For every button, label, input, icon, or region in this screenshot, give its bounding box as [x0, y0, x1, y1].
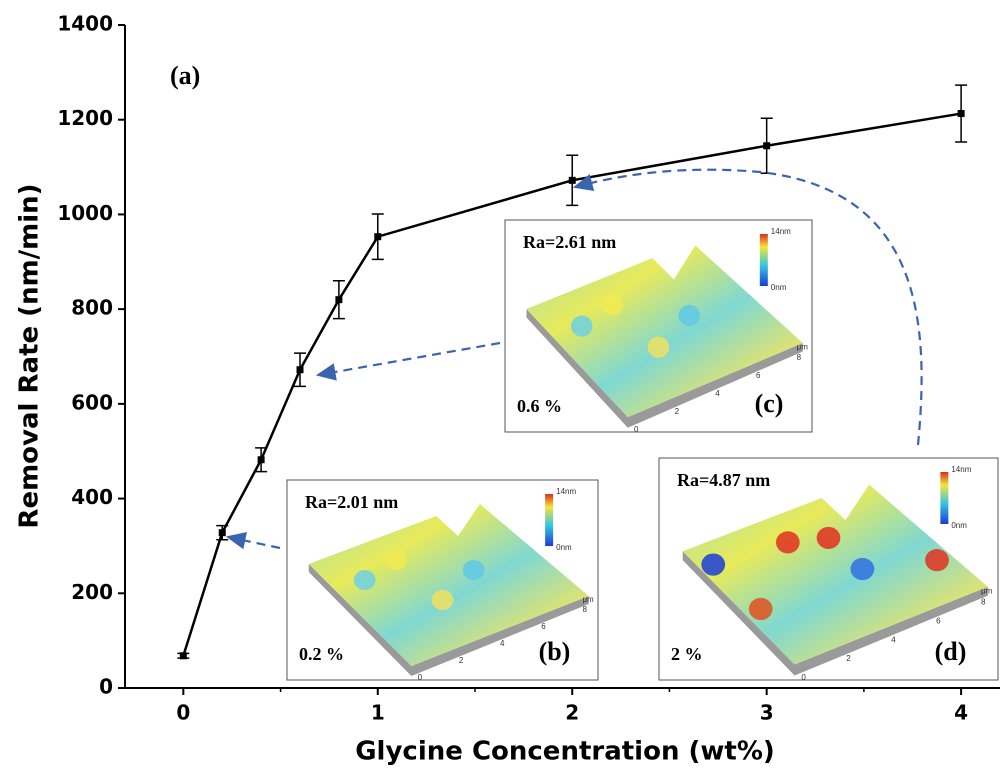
data-point — [258, 456, 265, 463]
data-point — [219, 529, 226, 536]
inset-unit: μm — [981, 586, 993, 595]
data-point — [569, 177, 576, 184]
surface-feature — [776, 531, 800, 553]
colorbar — [760, 234, 768, 286]
panel-label: (d) — [935, 637, 967, 666]
surface-feature — [851, 558, 875, 580]
roughness: Ra=2.61 nm — [523, 232, 616, 252]
y-tick-label: 200 — [71, 580, 113, 604]
x-tick-label: 1 — [371, 701, 385, 725]
surface-feature — [648, 337, 669, 358]
colorbar — [940, 472, 948, 524]
concentration: 2 % — [671, 644, 703, 664]
inset-tick: 6 — [936, 616, 941, 625]
surface-feature — [701, 553, 725, 575]
inset-tick: 4 — [891, 635, 896, 644]
arrow — [228, 537, 280, 548]
y-tick-label: 0 — [99, 675, 113, 699]
y-tick-label: 800 — [71, 296, 113, 320]
inset: 14nm 0nm Ra=4.87 nm 2 % (d) 0 2 4 6 8 μm — [659, 458, 998, 682]
x-tick-label: 0 — [176, 701, 190, 725]
inset-tick: 8 — [582, 605, 587, 614]
inset-tick: 0 — [801, 673, 806, 682]
y-axis-label: Removal Rate (nm/min) — [15, 183, 45, 528]
data-point — [958, 110, 965, 117]
x-tick-label: 2 — [565, 701, 579, 725]
inset-tick: 6 — [541, 622, 546, 631]
colorbar-min: 0nm — [556, 543, 572, 552]
colorbar-min: 0nm — [951, 521, 967, 530]
surface-feature — [571, 315, 592, 336]
inset-tick: 0 — [634, 425, 639, 434]
y-tick-label: 400 — [71, 485, 113, 509]
inset-tick: 8 — [797, 353, 802, 362]
y-tick-label: 1200 — [57, 106, 113, 130]
colorbar-max: 14nm — [556, 487, 576, 496]
surface-feature — [354, 570, 376, 590]
surface-feature — [385, 550, 407, 570]
y-tick-label: 600 — [71, 390, 113, 414]
chart: (a) Glycine Concentration (wt%) Removal … — [0, 0, 1000, 770]
colorbar-max: 14nm — [771, 227, 791, 236]
surface-feature — [817, 527, 841, 549]
data-point — [374, 233, 381, 240]
inset: 14nm 0nm Ra=2.01 nm 0.2 % (b) 0 2 4 6 8μm — [287, 480, 598, 682]
inset-tick: 2 — [846, 654, 851, 663]
data-point — [335, 296, 342, 303]
colorbar — [545, 494, 553, 546]
inset-tick: 4 — [715, 389, 720, 398]
inset-tick: 6 — [756, 371, 761, 380]
x-tick-label: 4 — [954, 701, 968, 725]
arrow — [318, 343, 500, 375]
inset-tick: 8 — [981, 598, 986, 607]
roughness: Ra=2.01 nm — [305, 492, 398, 512]
inset: 14nm 0nm Ra=2.61 nm 0.6 % (c) 0 2 4 6 8 μm — [505, 220, 812, 434]
inset-tick: 2 — [675, 407, 680, 416]
inset-tick: 4 — [500, 639, 505, 648]
concentration: 0.6 % — [517, 396, 562, 416]
surface-feature — [678, 305, 699, 326]
concentration: 0.2 % — [299, 644, 344, 664]
surface-feature — [432, 590, 454, 610]
y-tick-label: 1000 — [57, 201, 113, 225]
colorbar-max: 14nm — [951, 465, 971, 474]
annotation: (a) — [170, 61, 200, 90]
colorbar-min: 0nm — [771, 283, 787, 292]
inset-tick: 0 — [418, 673, 423, 682]
panel-label: (b) — [539, 637, 571, 666]
x-tick-label: 3 — [760, 701, 774, 725]
surface-feature — [925, 549, 949, 571]
surface-feature — [602, 294, 623, 315]
inset-unit: μm — [582, 595, 594, 604]
data-point — [297, 366, 304, 373]
surface-feature — [749, 598, 773, 620]
inset-tick: 2 — [459, 656, 464, 665]
roughness: Ra=4.87 nm — [677, 470, 770, 490]
x-axis-label: Glycine Concentration (wt%) — [355, 737, 775, 767]
inset-unit: μm — [797, 342, 809, 351]
y-tick-label: 1400 — [57, 12, 113, 36]
data-point — [180, 652, 187, 659]
data-point — [763, 142, 770, 149]
surface-feature — [463, 560, 485, 580]
panel-label: (c) — [755, 389, 784, 418]
